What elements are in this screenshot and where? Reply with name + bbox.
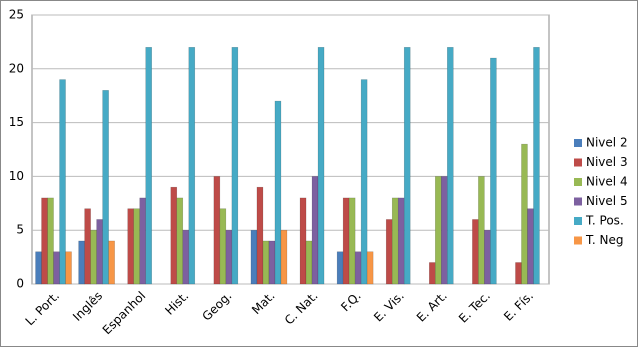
bar <box>299 197 307 285</box>
bar <box>447 47 454 285</box>
bar <box>96 219 103 285</box>
legend-swatch <box>574 178 582 186</box>
bar <box>527 208 534 285</box>
bar <box>182 229 190 285</box>
legend-swatch <box>574 236 582 245</box>
bar <box>41 197 48 285</box>
bar <box>366 251 374 285</box>
bar <box>219 208 227 285</box>
bar <box>397 197 405 285</box>
legend-label: Nivel 5 <box>586 194 628 208</box>
bar <box>170 186 178 285</box>
y-tick-label: 20 <box>9 61 24 75</box>
bar <box>317 47 325 285</box>
bar <box>102 90 109 285</box>
bar <box>78 240 85 285</box>
bar <box>53 251 60 285</box>
bar <box>139 197 146 285</box>
plot-area <box>31 14 550 285</box>
bar <box>65 251 72 285</box>
legend-label: T. Pos. <box>585 214 624 228</box>
legend-swatch <box>574 158 582 167</box>
legend-swatch <box>574 197 582 206</box>
bar <box>250 229 258 285</box>
bar <box>385 219 393 285</box>
y-tick-label: 15 <box>9 115 24 129</box>
bar <box>478 176 485 285</box>
bar <box>145 47 152 285</box>
bar <box>256 186 264 285</box>
bar <box>274 100 282 285</box>
bar <box>305 240 313 285</box>
legend-swatch <box>574 139 582 147</box>
bar <box>311 176 319 285</box>
legend-label: T. Neg <box>585 233 624 247</box>
bar <box>176 197 184 285</box>
bar <box>515 262 522 285</box>
bar <box>336 251 344 285</box>
bar <box>262 240 270 285</box>
bar <box>533 47 540 285</box>
bar <box>108 240 115 285</box>
bar <box>521 143 528 285</box>
y-tick-label: 0 <box>16 277 24 291</box>
y-tick-label: 5 <box>16 223 24 237</box>
bar <box>490 57 497 285</box>
bar <box>429 262 436 285</box>
bar <box>348 197 356 285</box>
bar <box>472 219 479 285</box>
bar <box>231 47 239 285</box>
bar <box>484 229 491 285</box>
bar <box>47 197 54 285</box>
bar <box>84 208 91 285</box>
bar <box>268 240 276 285</box>
bar <box>225 229 233 285</box>
bar <box>35 251 42 285</box>
bar <box>90 229 97 285</box>
bar <box>403 47 411 285</box>
bar <box>127 208 134 285</box>
bar <box>354 251 362 285</box>
bar <box>280 229 288 285</box>
bar <box>435 176 442 285</box>
y-tick-label: 25 <box>9 8 24 22</box>
legend-label: Nivel 2 <box>586 136 628 150</box>
bar <box>59 79 66 285</box>
y-tick-label: 10 <box>9 169 24 183</box>
bar <box>360 79 368 285</box>
bar <box>133 208 140 285</box>
bar <box>391 197 399 285</box>
bar <box>188 47 196 285</box>
legend-swatch <box>574 217 582 225</box>
bar <box>342 197 350 285</box>
legend-label: Nivel 4 <box>586 175 628 189</box>
bar <box>441 176 448 285</box>
bar <box>213 176 221 285</box>
legend-label: Nivel 3 <box>586 155 628 169</box>
